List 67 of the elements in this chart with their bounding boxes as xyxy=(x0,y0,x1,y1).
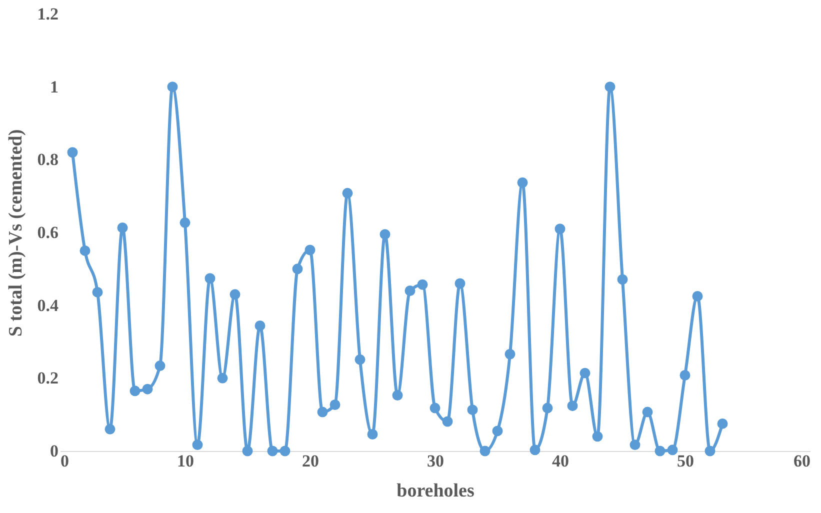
point xyxy=(254,320,266,331)
point xyxy=(617,274,628,285)
point xyxy=(417,279,428,290)
point xyxy=(654,446,666,456)
point xyxy=(80,245,90,256)
point xyxy=(667,444,678,456)
point xyxy=(304,244,316,256)
point xyxy=(292,264,303,274)
point xyxy=(167,82,178,92)
y-tick-label: 0.2 xyxy=(37,368,58,388)
point xyxy=(367,429,378,440)
point xyxy=(404,286,416,296)
point xyxy=(392,390,403,401)
point xyxy=(354,354,366,365)
x-tick-label: 40 xyxy=(552,452,569,470)
point xyxy=(442,416,453,427)
point xyxy=(104,424,116,434)
point xyxy=(430,402,440,414)
point xyxy=(630,440,640,450)
point xyxy=(217,372,228,384)
point xyxy=(230,289,240,300)
point xyxy=(280,446,290,456)
point xyxy=(567,400,578,412)
x-tick-label: 10 xyxy=(177,452,194,470)
y-axis-title: S total (m)-Vs (cemented) xyxy=(5,129,26,337)
point xyxy=(704,446,716,456)
point xyxy=(592,431,603,442)
point xyxy=(380,229,390,240)
x-tick-label: 20 xyxy=(302,452,319,470)
x-tick-label: 30 xyxy=(427,452,444,470)
point xyxy=(680,370,690,380)
point xyxy=(267,446,278,456)
point xyxy=(530,444,540,456)
point xyxy=(342,188,353,198)
point xyxy=(717,418,728,429)
point xyxy=(204,273,216,284)
x-axis-title: boreholes xyxy=(396,480,474,502)
point xyxy=(542,402,553,414)
x-tick-label: 60 xyxy=(794,452,810,470)
point xyxy=(317,406,328,418)
point xyxy=(117,222,128,233)
point xyxy=(492,426,503,436)
y-tick-label: 0.8 xyxy=(37,150,58,170)
point xyxy=(504,348,516,360)
point xyxy=(130,386,140,396)
point xyxy=(142,384,153,394)
point xyxy=(67,147,78,158)
point xyxy=(192,440,203,450)
point xyxy=(580,368,590,378)
y-tick-label: 0.6 xyxy=(37,223,58,242)
x-tick-label: 50 xyxy=(677,452,694,470)
point xyxy=(517,177,528,188)
point xyxy=(454,278,466,289)
point xyxy=(467,404,478,416)
point xyxy=(692,290,703,302)
y-tick-label: 0.4 xyxy=(37,296,59,315)
y-tick-label: 1.2 xyxy=(37,4,58,24)
point xyxy=(642,406,653,418)
point xyxy=(154,360,166,372)
point xyxy=(554,224,566,234)
point xyxy=(480,446,490,456)
point xyxy=(92,286,103,298)
point xyxy=(330,400,340,410)
point xyxy=(604,82,616,92)
point xyxy=(242,446,253,456)
point xyxy=(180,217,190,228)
y-tick-label: 1 xyxy=(50,77,58,96)
